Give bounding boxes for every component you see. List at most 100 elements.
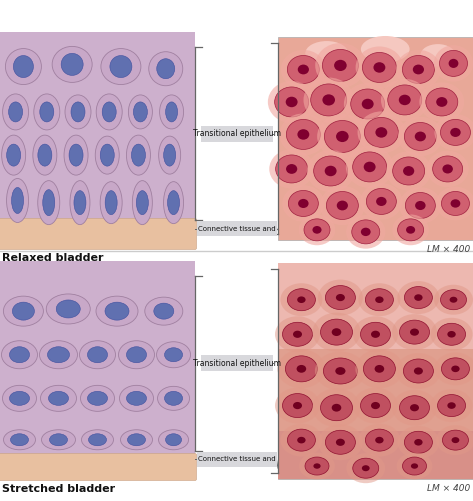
Ellipse shape bbox=[158, 430, 189, 450]
Ellipse shape bbox=[88, 434, 106, 446]
Ellipse shape bbox=[359, 424, 401, 456]
Ellipse shape bbox=[403, 56, 434, 84]
Ellipse shape bbox=[314, 463, 321, 469]
Ellipse shape bbox=[269, 149, 314, 188]
Ellipse shape bbox=[280, 424, 323, 456]
Ellipse shape bbox=[166, 434, 182, 446]
Ellipse shape bbox=[376, 127, 387, 138]
Text: Transitional epithelium: Transitional epithelium bbox=[193, 359, 280, 368]
Ellipse shape bbox=[346, 453, 385, 483]
Ellipse shape bbox=[56, 300, 80, 318]
Text: Transitional epithelium: Transitional epithelium bbox=[193, 129, 280, 138]
Ellipse shape bbox=[304, 78, 354, 122]
Ellipse shape bbox=[313, 226, 322, 233]
Ellipse shape bbox=[375, 365, 384, 373]
Ellipse shape bbox=[324, 120, 360, 152]
Ellipse shape bbox=[398, 219, 424, 241]
Ellipse shape bbox=[88, 347, 107, 363]
Ellipse shape bbox=[434, 285, 473, 315]
Ellipse shape bbox=[323, 50, 359, 82]
Ellipse shape bbox=[352, 220, 380, 244]
Ellipse shape bbox=[355, 349, 403, 388]
Ellipse shape bbox=[285, 356, 317, 382]
Ellipse shape bbox=[10, 434, 28, 446]
Ellipse shape bbox=[145, 297, 183, 325]
Ellipse shape bbox=[360, 183, 403, 219]
Ellipse shape bbox=[33, 135, 57, 175]
Ellipse shape bbox=[126, 391, 147, 405]
Ellipse shape bbox=[9, 347, 29, 363]
Ellipse shape bbox=[49, 391, 69, 405]
Ellipse shape bbox=[96, 296, 138, 326]
Ellipse shape bbox=[336, 131, 349, 142]
Ellipse shape bbox=[305, 457, 329, 475]
Ellipse shape bbox=[132, 181, 152, 224]
Ellipse shape bbox=[363, 356, 395, 382]
Ellipse shape bbox=[353, 316, 398, 352]
Ellipse shape bbox=[299, 214, 335, 245]
Ellipse shape bbox=[1, 341, 37, 369]
Ellipse shape bbox=[297, 297, 306, 303]
Ellipse shape bbox=[393, 214, 429, 245]
Ellipse shape bbox=[439, 51, 467, 76]
Ellipse shape bbox=[397, 281, 439, 314]
Ellipse shape bbox=[65, 95, 91, 129]
Ellipse shape bbox=[361, 36, 410, 63]
Ellipse shape bbox=[403, 457, 427, 475]
Ellipse shape bbox=[321, 395, 352, 421]
Ellipse shape bbox=[406, 226, 415, 233]
Ellipse shape bbox=[356, 47, 403, 89]
Ellipse shape bbox=[126, 347, 147, 363]
Ellipse shape bbox=[448, 59, 458, 68]
Ellipse shape bbox=[131, 144, 146, 166]
Ellipse shape bbox=[102, 102, 116, 122]
Ellipse shape bbox=[320, 186, 365, 225]
Ellipse shape bbox=[430, 389, 473, 422]
Bar bbox=[278, 263, 473, 349]
Ellipse shape bbox=[159, 95, 184, 129]
FancyBboxPatch shape bbox=[0, 453, 196, 480]
Ellipse shape bbox=[314, 156, 348, 186]
Ellipse shape bbox=[61, 54, 83, 75]
Ellipse shape bbox=[393, 157, 425, 185]
Ellipse shape bbox=[371, 402, 380, 409]
Ellipse shape bbox=[297, 365, 306, 373]
Ellipse shape bbox=[126, 135, 150, 175]
Ellipse shape bbox=[80, 385, 114, 411]
Ellipse shape bbox=[3, 296, 44, 326]
Ellipse shape bbox=[286, 97, 298, 107]
Ellipse shape bbox=[332, 328, 342, 336]
Ellipse shape bbox=[164, 144, 175, 166]
Text: Relaxed bladder: Relaxed bladder bbox=[2, 253, 104, 263]
Ellipse shape bbox=[100, 182, 122, 223]
Ellipse shape bbox=[324, 166, 337, 176]
Ellipse shape bbox=[361, 227, 371, 236]
Ellipse shape bbox=[353, 458, 379, 478]
Ellipse shape bbox=[447, 402, 456, 409]
Ellipse shape bbox=[325, 430, 355, 454]
Ellipse shape bbox=[165, 348, 183, 362]
Ellipse shape bbox=[276, 155, 307, 183]
Ellipse shape bbox=[166, 102, 177, 122]
Ellipse shape bbox=[452, 437, 459, 443]
Ellipse shape bbox=[282, 322, 313, 346]
Text: Connective tissue and: Connective tissue and bbox=[198, 225, 275, 231]
Ellipse shape bbox=[110, 56, 132, 78]
Ellipse shape bbox=[304, 219, 330, 241]
Ellipse shape bbox=[318, 424, 363, 460]
Ellipse shape bbox=[410, 404, 419, 411]
Ellipse shape bbox=[335, 367, 345, 375]
Ellipse shape bbox=[332, 404, 342, 412]
Bar bbox=[278, 263, 473, 479]
Ellipse shape bbox=[441, 191, 469, 215]
Ellipse shape bbox=[120, 385, 154, 411]
FancyBboxPatch shape bbox=[196, 221, 277, 236]
Ellipse shape bbox=[158, 386, 190, 410]
Ellipse shape bbox=[404, 122, 437, 150]
Ellipse shape bbox=[430, 318, 473, 351]
Ellipse shape bbox=[346, 146, 394, 188]
Ellipse shape bbox=[268, 81, 315, 123]
Ellipse shape bbox=[1, 135, 26, 175]
Ellipse shape bbox=[374, 62, 385, 73]
Ellipse shape bbox=[42, 430, 76, 450]
